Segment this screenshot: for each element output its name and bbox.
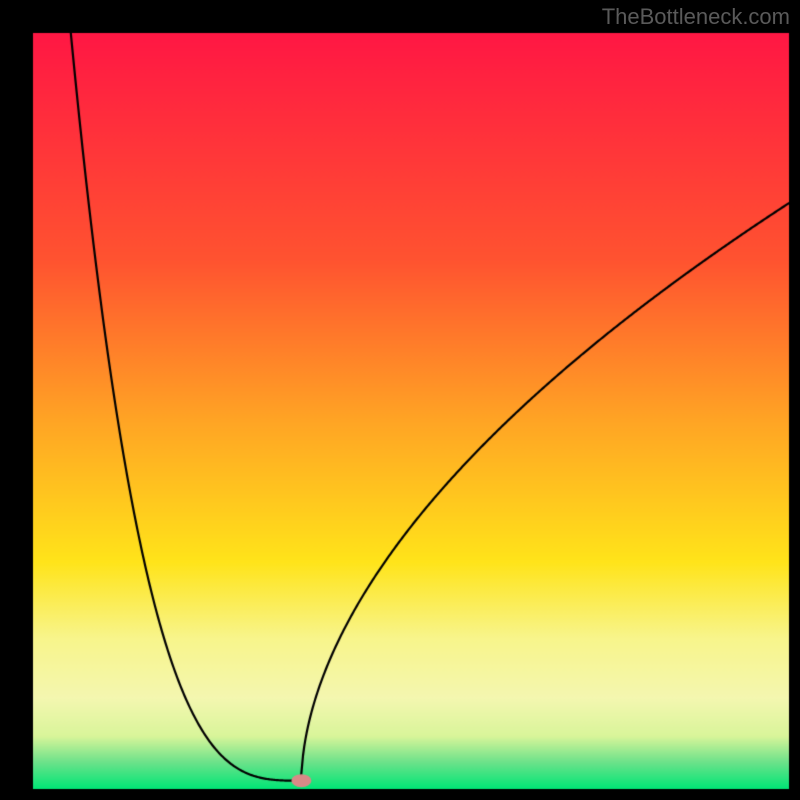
watermark-text: TheBottleneck.com — [602, 4, 790, 30]
chart-container: TheBottleneck.com — [0, 0, 800, 800]
bottleneck-curve-chart — [0, 0, 800, 800]
